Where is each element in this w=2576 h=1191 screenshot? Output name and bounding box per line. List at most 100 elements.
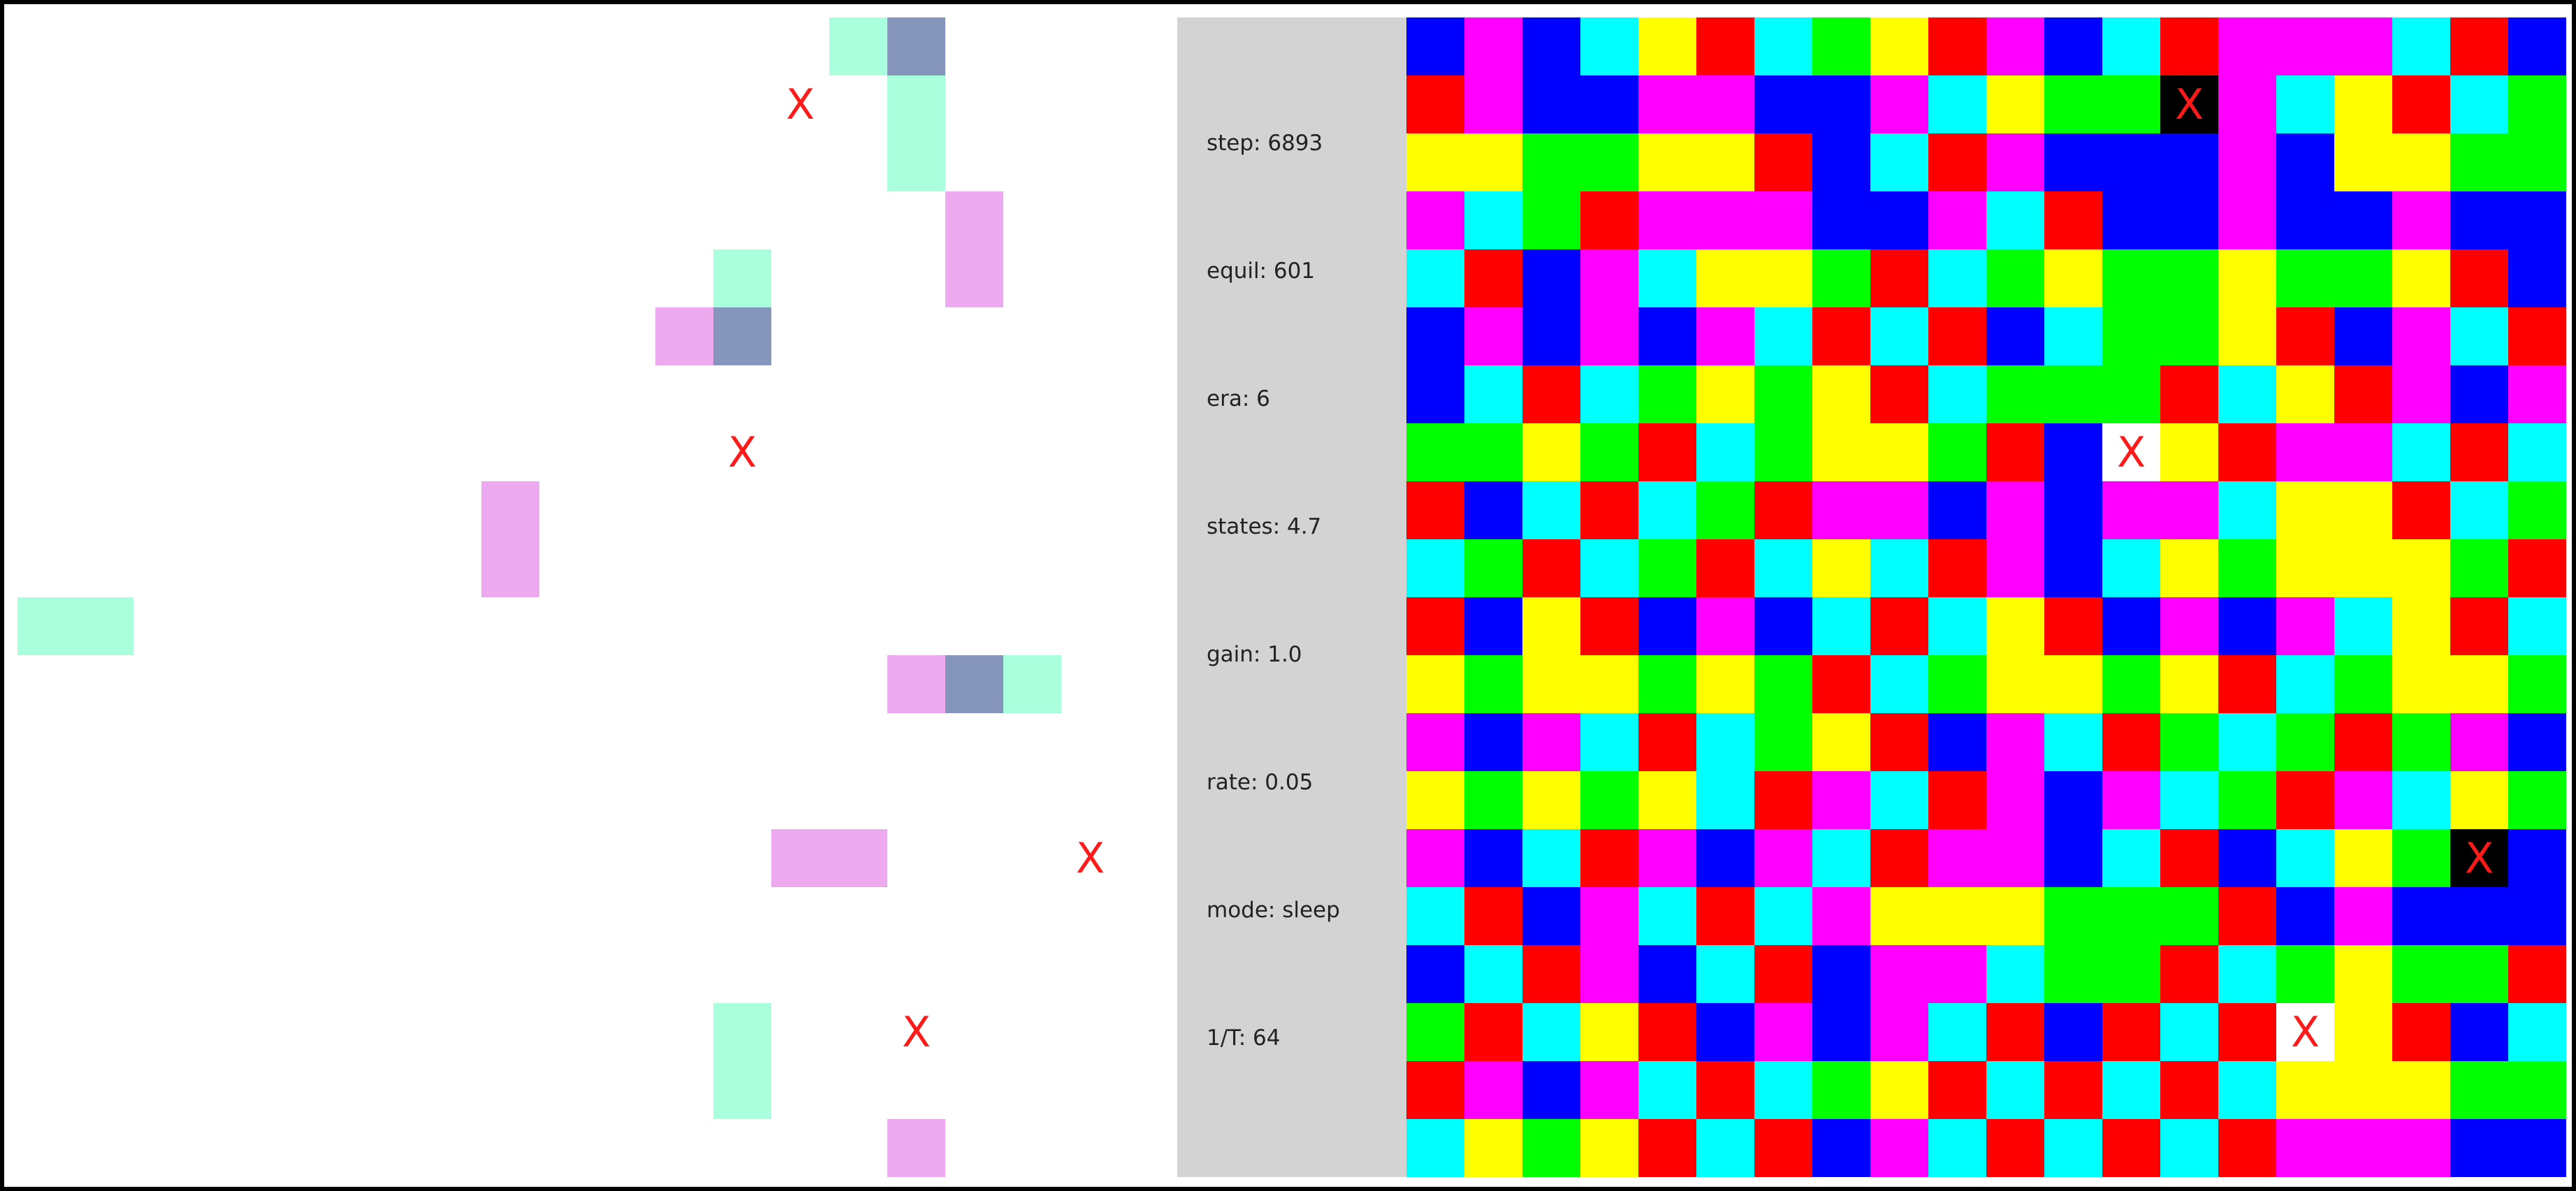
right-board-cell[interactable] — [1986, 829, 2044, 887]
right-board-cell[interactable] — [1580, 249, 1638, 307]
right-board-cell[interactable] — [1696, 191, 1754, 249]
right-board-cell[interactable] — [1986, 365, 2044, 423]
right-board-cell[interactable] — [1812, 655, 1870, 713]
right-board-cell[interactable] — [2508, 75, 2566, 133]
right-board-cell[interactable] — [1754, 1061, 1812, 1119]
right-board-cell[interactable] — [1754, 887, 1812, 945]
right-board-cell[interactable] — [1986, 655, 2044, 713]
right-board-cell[interactable] — [1406, 1003, 1464, 1061]
right-board-cell[interactable] — [1696, 829, 1754, 887]
right-board-cell[interactable] — [2276, 945, 2334, 1003]
right-board-cell[interactable] — [1464, 481, 1522, 539]
right-board-cell[interactable] — [1696, 1003, 1754, 1061]
right-board-cell[interactable] — [1870, 713, 1928, 771]
right-board-cell[interactable] — [1638, 597, 1696, 655]
right-board-cell[interactable] — [2276, 17, 2334, 75]
right-board-cell[interactable] — [2102, 1003, 2160, 1061]
right-board-cell[interactable] — [2044, 539, 2102, 597]
right-board-cell[interactable] — [1638, 945, 1696, 1003]
right-board-cell[interactable] — [1522, 17, 1580, 75]
right-board-cell[interactable] — [1406, 771, 1464, 829]
right-board-cell[interactable] — [1986, 423, 2044, 481]
right-board-cell[interactable] — [2334, 481, 2392, 539]
left-board-cell[interactable] — [481, 481, 539, 539]
right-board-cell[interactable] — [1928, 1061, 1986, 1119]
right-board-cell[interactable] — [2392, 307, 2450, 365]
right-board-cell[interactable] — [1580, 1061, 1638, 1119]
right-board-cell[interactable] — [1928, 1003, 1986, 1061]
right-board-cell[interactable] — [2160, 365, 2218, 423]
right-board-cell[interactable] — [1812, 191, 1870, 249]
right-board-cell[interactable] — [1812, 1061, 1870, 1119]
right-board-cell[interactable] — [2102, 133, 2160, 191]
right-board-cell[interactable] — [2450, 307, 2508, 365]
right-board-cell[interactable] — [2508, 539, 2566, 597]
right-board-cell[interactable] — [1406, 133, 1464, 191]
right-board-cell[interactable] — [2508, 365, 2566, 423]
right-board-cell[interactable] — [2044, 423, 2102, 481]
right-board-cell[interactable] — [1580, 191, 1638, 249]
right-board-cell[interactable] — [1522, 191, 1580, 249]
right-board-cell[interactable] — [2334, 17, 2392, 75]
right-board-cell[interactable] — [2160, 539, 2218, 597]
right-board-cell[interactable] — [1870, 191, 1928, 249]
right-board-cell[interactable] — [1870, 1119, 1928, 1177]
right-board-cell[interactable] — [2218, 713, 2276, 771]
right-board-cell[interactable] — [2102, 1061, 2160, 1119]
right-board-cell[interactable] — [1986, 945, 2044, 1003]
right-board-cell[interactable] — [1406, 597, 1464, 655]
right-board-cell[interactable] — [1464, 75, 1522, 133]
right-board-cell[interactable] — [1696, 365, 1754, 423]
right-board-cell[interactable] — [2218, 365, 2276, 423]
right-board-cell[interactable] — [2102, 771, 2160, 829]
right-board-cell[interactable] — [1986, 249, 2044, 307]
right-board-cell[interactable] — [1754, 75, 1812, 133]
right-board-cell[interactable] — [1406, 829, 1464, 887]
right-board-cell[interactable] — [1696, 17, 1754, 75]
right-board-cell[interactable] — [2218, 945, 2276, 1003]
right-board-cell[interactable] — [2392, 655, 2450, 713]
right-board-cell[interactable] — [1580, 539, 1638, 597]
right-board-cell[interactable] — [1638, 17, 1696, 75]
right-board-cell[interactable] — [1986, 481, 2044, 539]
right-board-cell[interactable] — [1928, 887, 1986, 945]
right-board-cell[interactable] — [1638, 887, 1696, 945]
right-board-cell[interactable] — [2450, 1061, 2508, 1119]
left-board-cell[interactable] — [829, 829, 887, 887]
right-board-cell[interactable] — [1580, 713, 1638, 771]
right-board-cell[interactable] — [1696, 945, 1754, 1003]
right-board-cell[interactable] — [1812, 887, 1870, 945]
right-board-cell[interactable] — [1696, 249, 1754, 307]
right-board-cell[interactable] — [1754, 365, 1812, 423]
left-board-cell[interactable] — [1003, 655, 1061, 713]
right-board-cell[interactable] — [2276, 307, 2334, 365]
right-board-cell[interactable] — [1812, 249, 1870, 307]
right-board-cell[interactable] — [1928, 481, 1986, 539]
right-board-cell[interactable] — [1522, 365, 1580, 423]
right-board-cell[interactable] — [1812, 307, 1870, 365]
right-board-cell[interactable] — [2450, 771, 2508, 829]
right-board-cell[interactable] — [2450, 249, 2508, 307]
right-board-cell[interactable] — [1638, 365, 1696, 423]
right-board-cell[interactable] — [1406, 945, 1464, 1003]
right-board-cell[interactable] — [2334, 539, 2392, 597]
left-board-cell[interactable] — [887, 75, 945, 133]
left-board-cell[interactable] — [771, 829, 829, 887]
right-board-cell[interactable] — [2276, 771, 2334, 829]
right-board-cell[interactable] — [2450, 75, 2508, 133]
right-board-cell[interactable] — [1580, 365, 1638, 423]
right-board-cell[interactable] — [2102, 1119, 2160, 1177]
right-board-cell[interactable] — [2392, 713, 2450, 771]
right-board-cell[interactable] — [2392, 249, 2450, 307]
right-board-cell[interactable] — [1812, 481, 1870, 539]
right-board-cell[interactable] — [2508, 133, 2566, 191]
right-board-cell[interactable] — [1754, 191, 1812, 249]
right-board-cell[interactable] — [1522, 945, 1580, 1003]
right-board-cell[interactable] — [2392, 75, 2450, 133]
right-board-cell[interactable] — [2334, 1003, 2392, 1061]
right-board-cell[interactable] — [2218, 75, 2276, 133]
right-board-cell[interactable] — [2102, 597, 2160, 655]
right-board-cell[interactable] — [1754, 829, 1812, 887]
right-board-cell[interactable] — [1870, 423, 1928, 481]
left-board-cell[interactable] — [945, 655, 1003, 713]
